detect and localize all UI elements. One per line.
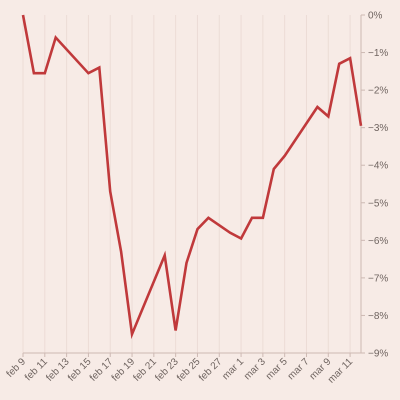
y-tick-label: 0%: [368, 11, 383, 22]
x-tick-label: feb 27: [197, 356, 225, 384]
x-tick-label: feb 23: [153, 356, 181, 384]
y-tick-label: −4%: [368, 161, 388, 172]
x-tick-label: feb 21: [132, 356, 160, 384]
x-tick-label: feb 17: [88, 356, 116, 384]
y-tick-label: −5%: [368, 198, 388, 209]
series: [21, 14, 363, 340]
series-line: [21, 14, 363, 340]
x-tick-label: mar 1: [220, 356, 246, 382]
y-tick-label: −9%: [368, 349, 388, 360]
y-tick-label: −8%: [368, 311, 388, 322]
x-tick-label: mar 5: [264, 356, 290, 382]
y-tick-label: −2%: [368, 86, 388, 97]
y-tick-label: −7%: [368, 273, 388, 284]
y-tick-label: −3%: [368, 123, 388, 134]
x-tick-label: feb 19: [110, 356, 138, 384]
y-tick-label: −6%: [368, 236, 388, 247]
y-tick-label: −1%: [368, 48, 388, 59]
x-tick-label: mar 7: [286, 356, 312, 382]
x-tick-label: feb 25: [175, 356, 203, 384]
x-tick-label: mar 11: [326, 356, 356, 386]
x-tick-label: feb 15: [66, 356, 94, 384]
x-tick-label: mar 3: [242, 356, 268, 382]
y-tick-labels: 0% −1% −2% −3% −4% −5% −6% −7% −8% −9%: [368, 11, 388, 360]
gridlines: [22, 15, 351, 353]
axes: [22, 14, 365, 357]
x-tick-label: feb 13: [44, 356, 72, 384]
